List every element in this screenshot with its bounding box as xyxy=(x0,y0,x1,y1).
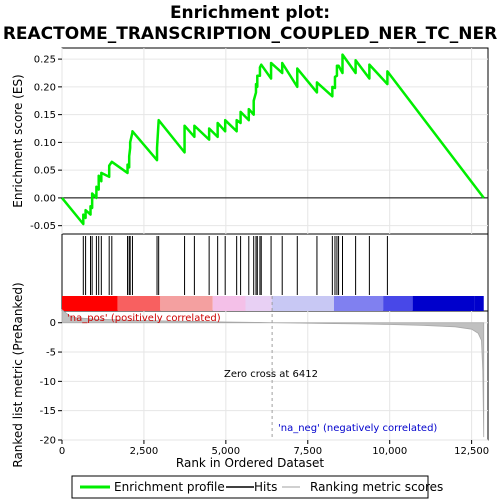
legend-es-label: Enrichment profile xyxy=(114,480,225,494)
x-ticks: 0 2,500 5,000 7,500 10,000 12,500 xyxy=(59,440,489,457)
bar-segment xyxy=(245,296,272,311)
chart-title-line2: REACTOME_TRANSCRIPTION_COUPLED_NER_TC_NE… xyxy=(3,24,497,44)
bar-segment xyxy=(474,296,484,311)
pos-label: 'na_pos' (positively correlated) xyxy=(67,313,221,324)
es-line-group xyxy=(61,53,485,226)
metric-tick-label: -20 xyxy=(40,436,56,447)
es-y-axis-title: Enrichment score (ES) xyxy=(11,74,25,207)
es-tick-label: 0.20 xyxy=(34,82,56,93)
es-tick-label: 0.25 xyxy=(34,55,56,66)
metric-tick-label: -10 xyxy=(40,377,56,388)
metric-tick-label: 0 xyxy=(50,318,56,329)
metric-tick-label: -15 xyxy=(40,406,56,417)
bar-segment xyxy=(412,296,475,311)
bar-segment xyxy=(62,296,118,311)
neg-label: 'na_neg' (negatively correlated) xyxy=(278,423,437,434)
bar-segment xyxy=(383,296,413,311)
es-y-ticks: -0.05 0.00 0.05 0.10 0.15 0.20 0.25 xyxy=(30,55,62,232)
zero-cross-label: Zero cross at 6412 xyxy=(224,369,318,380)
x-tick-label: 5,000 xyxy=(212,446,241,457)
es-tick-label: 0.15 xyxy=(34,110,56,121)
es-tick-label: 0.05 xyxy=(34,166,56,177)
bar-segment xyxy=(271,296,334,311)
es-tick-label: -0.05 xyxy=(30,221,56,232)
x-tick-label: 12,500 xyxy=(454,446,489,457)
metric-y-axis-title: Ranked list metric (PreRanked) xyxy=(11,282,25,467)
es-series-line xyxy=(61,53,485,226)
x-tick-label: 10,000 xyxy=(372,446,407,457)
bar-segment xyxy=(117,296,161,311)
metric-area xyxy=(61,309,485,438)
x-axis-title: Rank in Ordered Dataset xyxy=(176,456,324,470)
metric-tick-label: -5 xyxy=(46,348,56,359)
bar-segment xyxy=(212,296,246,311)
es-tick-label: 0.10 xyxy=(34,138,56,149)
metric-area-group xyxy=(61,309,485,438)
x-tick-label: 7,500 xyxy=(293,446,322,457)
legend-metric-label: Ranking metric scores xyxy=(310,480,443,494)
chart-title-line1: Enrichment plot: xyxy=(170,3,330,23)
metric-panel xyxy=(61,310,489,441)
hits-group xyxy=(82,236,388,295)
es-tick-label: 0.00 xyxy=(34,193,56,204)
x-tick-label: 2,500 xyxy=(130,446,159,457)
bar-segment xyxy=(333,296,384,311)
es-panel xyxy=(61,47,489,235)
ranked-color-bar xyxy=(62,296,484,311)
metric-y-ticks: 0 -5 -10 -15 -20 xyxy=(40,318,62,447)
x-tick-label: 0 xyxy=(59,446,65,457)
legend-hits-label: Hits xyxy=(254,480,277,494)
bar-segment xyxy=(160,296,213,311)
